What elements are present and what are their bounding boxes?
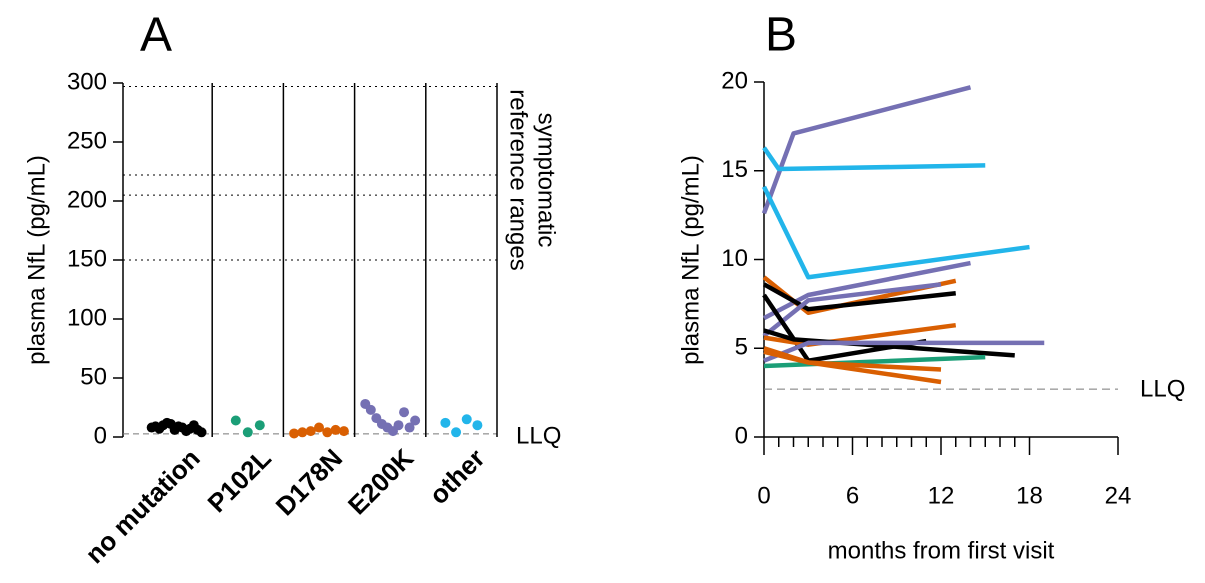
data-line [762,282,942,338]
x-tick-label: 24 [1105,482,1132,509]
llq-label: LLQ [1140,375,1185,402]
x-tick-label: 6 [846,482,859,509]
data-line [761,85,972,215]
data-point [440,417,451,428]
data-line [762,282,956,312]
data-point [242,427,253,438]
data-line [763,328,1015,358]
data-line [761,185,1030,280]
data-point [305,426,316,437]
data-line [763,349,942,372]
data-point [330,424,341,435]
data-point [404,422,415,433]
category-label: other [423,443,490,510]
data-point [196,427,207,438]
data-point [338,426,349,437]
x-axis-label: months from first visit [828,537,1055,564]
data-point [451,427,462,438]
data-point [365,404,376,415]
category-label: E200K [342,443,420,521]
data-point [472,420,483,431]
data-line [762,275,957,315]
x-tick-label: 18 [1016,482,1043,509]
data-point [297,427,308,438]
data-point [230,415,241,426]
y-tick-label: 50 [80,363,107,390]
data-point [289,428,300,439]
data-point [314,422,324,433]
y-tick-label: 150 [67,245,107,272]
data-line [762,260,971,321]
panel-label: B [765,9,797,62]
y-tick-label: 250 [67,127,107,154]
y-tick-label: 0 [735,422,748,449]
y-tick-label: 5 [735,334,748,361]
y-tick-label: 300 [67,68,107,95]
y-tick-label: 0 [94,422,107,449]
llq-label: LLQ [516,422,561,449]
category-label: D178N [270,443,348,521]
data-point [393,420,404,431]
category-label: P102L [202,443,277,518]
data-point [254,420,265,431]
panel-label: A [140,9,172,62]
y-axis-label: plasma NfL (pg/mL) [677,155,704,365]
x-tick-label: 0 [757,482,770,509]
y-tick-label: 100 [67,304,107,331]
reference-label: symptomatic [533,113,560,248]
category-label: no mutation [79,443,205,569]
data-point [461,414,472,425]
data-line [763,354,986,369]
x-tick-label: 12 [928,482,955,509]
y-tick-label: 20 [721,67,748,94]
y-axis-label: plasma NfL (pg/mL) [23,155,50,365]
data-point [322,427,333,438]
data-point [410,415,421,426]
y-tick-label: 10 [721,245,748,272]
data-line [762,146,986,172]
reference-label: reference ranges [505,89,532,270]
y-tick-label: 200 [67,186,107,213]
data-point [399,407,410,418]
y-tick-label: 15 [721,156,748,183]
